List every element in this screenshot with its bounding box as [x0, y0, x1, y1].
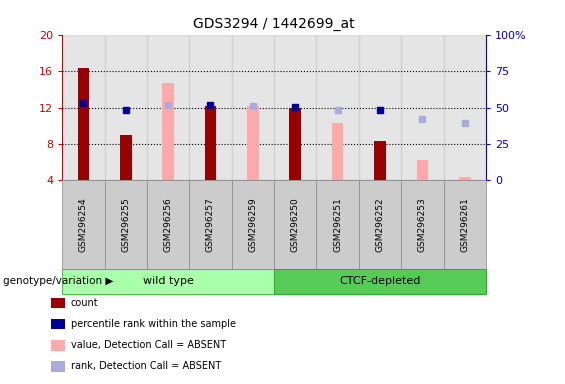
Text: value, Detection Call = ABSENT: value, Detection Call = ABSENT	[71, 340, 226, 350]
Text: count: count	[71, 298, 98, 308]
Bar	[359, 35, 401, 180]
Text: GSM296250: GSM296250	[291, 197, 299, 252]
Bar	[120, 135, 132, 180]
Text: GSM296253: GSM296253	[418, 197, 427, 252]
Bar	[77, 68, 89, 180]
Bar	[247, 106, 259, 180]
Text: genotype/variation ▶: genotype/variation ▶	[3, 276, 113, 286]
Bar	[416, 161, 428, 180]
Bar	[62, 35, 105, 180]
Text: GSM296259: GSM296259	[249, 197, 257, 252]
Text: CTCF-depleted: CTCF-depleted	[339, 276, 421, 286]
Bar	[374, 141, 386, 180]
Bar	[289, 108, 301, 180]
Bar	[332, 123, 344, 180]
Text: percentile rank within the sample: percentile rank within the sample	[71, 319, 236, 329]
Bar	[189, 35, 232, 180]
Bar	[316, 35, 359, 180]
Bar	[147, 35, 189, 180]
Text: GSM296257: GSM296257	[206, 197, 215, 252]
Text: GSM296254: GSM296254	[79, 197, 88, 252]
Title: GDS3294 / 1442699_at: GDS3294 / 1442699_at	[193, 17, 355, 31]
Bar	[205, 106, 216, 180]
Bar	[274, 35, 316, 180]
Text: GSM296251: GSM296251	[333, 197, 342, 252]
Bar	[459, 177, 471, 180]
Text: GSM296252: GSM296252	[376, 197, 384, 252]
Text: wild type: wild type	[142, 276, 194, 286]
Bar	[105, 35, 147, 180]
Text: GSM296255: GSM296255	[121, 197, 130, 252]
Bar	[162, 83, 174, 180]
Text: rank, Detection Call = ABSENT: rank, Detection Call = ABSENT	[71, 361, 221, 371]
Bar	[401, 35, 444, 180]
Bar	[232, 35, 274, 180]
Bar	[444, 35, 486, 180]
Text: GSM296256: GSM296256	[164, 197, 172, 252]
Text: GSM296261: GSM296261	[460, 197, 469, 252]
